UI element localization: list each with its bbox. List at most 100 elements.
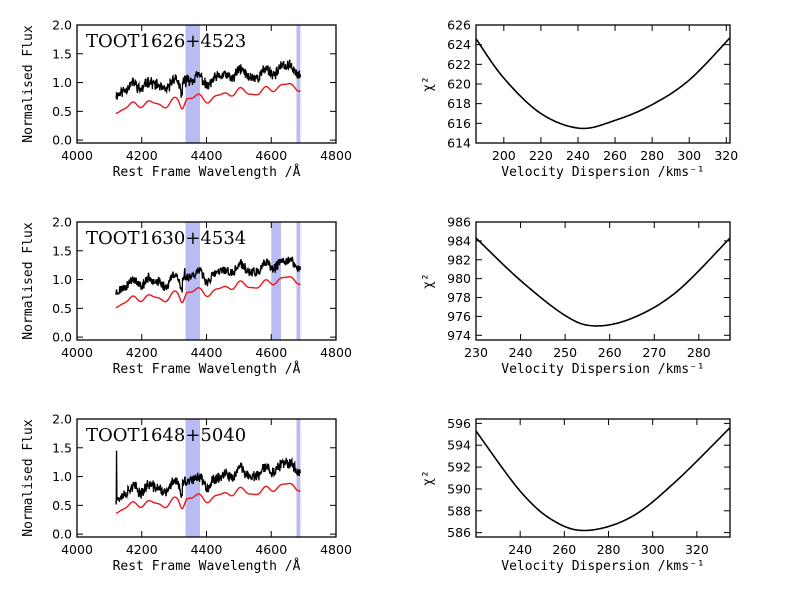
- x-tick-label: 250: [553, 345, 577, 360]
- y-tick-label: 986: [447, 215, 471, 230]
- x-axis-title: Velocity Dispersion /kms⁻¹: [501, 559, 705, 574]
- x-tick-label: 260: [603, 148, 627, 163]
- x-tick-label: 4400: [191, 148, 223, 163]
- x-tick-label: 4600: [255, 345, 287, 360]
- model-spectrum-line: [115, 276, 301, 309]
- x-tick-label: 320: [685, 542, 709, 557]
- plot-area: [115, 419, 302, 537]
- x-tick-label: 4000: [61, 345, 93, 360]
- y-tick-label: 590: [447, 481, 471, 496]
- x-tick-label: 200: [492, 148, 516, 163]
- spectrum-panel-3: 4000 4200 4400 4600 4800 0.0 0.5 1.0 1.5 2.0 Rest …: [21, 412, 352, 575]
- masked-region: [185, 222, 201, 340]
- y-axis-title: χ²: [421, 470, 436, 486]
- chi2-panel-2: 230 240 250 260 270 280 974 976 978 980 982 984 986 V…: [421, 215, 731, 377]
- plot-area: [476, 237, 730, 327]
- x-axis-title: Rest Frame Wavelength /Å: [113, 164, 301, 180]
- y-tick-label: 1.5: [52, 243, 72, 258]
- x-tick-label: 4800: [320, 542, 352, 557]
- spectrum-panel-1: 4000 4200 4400 4600 4800 0.0 0.5 1.0 1.5 2.0 Rest …: [21, 18, 352, 181]
- y-tick-label: 0.5: [52, 104, 72, 119]
- x-tick-label: 300: [677, 148, 701, 163]
- masked-region: [296, 222, 301, 340]
- x-tick-label: 260: [552, 542, 576, 557]
- chi2-curve: [476, 37, 730, 130]
- chi2-panel-3: 240 260 280 300 320 586 588 590 592 594 596 Velocit…: [421, 416, 731, 574]
- y-tick-label: 626: [447, 18, 471, 33]
- y-tick-label: 594: [447, 438, 471, 453]
- plot-area: [115, 25, 302, 143]
- y-tick-label: 0.5: [52, 301, 72, 316]
- source-name-label: TOOT1648+5040: [86, 425, 246, 446]
- chi2-curve: [476, 427, 730, 532]
- x-tick-label: 4800: [320, 345, 352, 360]
- y-tick-label: 984: [447, 233, 471, 248]
- x-tick-label: 300: [641, 542, 665, 557]
- y-tick-label: 586: [447, 525, 471, 540]
- y-tick-label: 1.0: [52, 272, 72, 287]
- plot-area: [115, 222, 302, 340]
- plot-frame: [475, 418, 731, 538]
- x-tick-label: 4200: [126, 542, 158, 557]
- observed-spectrum-line: [115, 450, 302, 505]
- masked-region: [296, 25, 301, 143]
- model-spectrum-line: [115, 482, 301, 514]
- y-tick-label: 0.0: [52, 330, 72, 345]
- x-tick-label: 4600: [255, 148, 287, 163]
- x-tick-label: 4600: [255, 542, 287, 557]
- masked-region: [271, 222, 281, 340]
- spectrum-panel-2: 4000 4200 4400 4600 4800 0.0 0.5 1.0 1.5 2.0 Rest …: [21, 215, 352, 378]
- y-tick-label: 0.0: [52, 527, 72, 542]
- y-tick-label: 2.0: [52, 18, 72, 33]
- x-tick-label: 4200: [126, 148, 158, 163]
- chi2-curve: [476, 237, 730, 327]
- y-tick-label: 592: [447, 460, 471, 475]
- y-tick-label: 1.0: [52, 469, 72, 484]
- y-tick-label: 2.0: [52, 412, 72, 427]
- y-axis-title: Normalised Flux: [21, 25, 36, 143]
- y-axis-title: χ²: [421, 76, 436, 92]
- y-tick-label: 982: [447, 252, 471, 267]
- x-tick-label: 280: [640, 148, 664, 163]
- plot-area: [476, 427, 730, 532]
- x-axis-title: Rest Frame Wavelength /Å: [113, 361, 301, 377]
- y-tick-label: 618: [447, 96, 471, 111]
- x-axis-title: Rest Frame Wavelength /Å: [113, 558, 301, 574]
- x-tick-label: 4400: [191, 542, 223, 557]
- y-tick-label: 624: [447, 37, 471, 52]
- y-axis-title: χ²: [421, 273, 436, 289]
- x-axis-title: Velocity Dispersion /kms⁻¹: [501, 362, 705, 377]
- observed-spectrum-line: [115, 59, 302, 100]
- x-tick-label: 4800: [320, 148, 352, 163]
- y-tick-label: 980: [447, 271, 471, 286]
- x-tick-label: 220: [529, 148, 553, 163]
- y-tick-label: 976: [447, 309, 471, 324]
- source-name-label: TOOT1630+4534: [86, 228, 246, 249]
- y-tick-label: 974: [447, 328, 471, 343]
- y-tick-label: 614: [447, 136, 471, 151]
- x-tick-label: 280: [687, 345, 711, 360]
- plot-frame: [475, 221, 731, 341]
- model-spectrum-line: [115, 83, 301, 114]
- x-tick-label: 240: [509, 345, 533, 360]
- plot-area: [476, 37, 730, 130]
- y-tick-label: 1.0: [52, 75, 72, 90]
- masked-region: [296, 419, 301, 537]
- y-tick-label: 620: [447, 77, 471, 92]
- observed-spectrum-line: [115, 256, 302, 295]
- x-tick-label: 270: [642, 345, 666, 360]
- x-tick-label: 260: [598, 345, 622, 360]
- y-tick-label: 978: [447, 290, 471, 305]
- y-tick-label: 622: [447, 57, 471, 72]
- x-axis-title: Velocity Dispersion /kms⁻¹: [501, 165, 705, 180]
- x-tick-label: 230: [464, 345, 488, 360]
- y-axis-title: Normalised Flux: [21, 222, 36, 340]
- source-name-label: TOOT1626+4523: [86, 31, 246, 52]
- y-tick-label: 616: [447, 116, 471, 131]
- x-tick-label: 280: [597, 542, 621, 557]
- y-tick-label: 596: [447, 416, 471, 431]
- y-tick-label: 1.5: [52, 440, 72, 455]
- x-tick-label: 240: [508, 542, 532, 557]
- x-tick-label: 4000: [61, 542, 93, 557]
